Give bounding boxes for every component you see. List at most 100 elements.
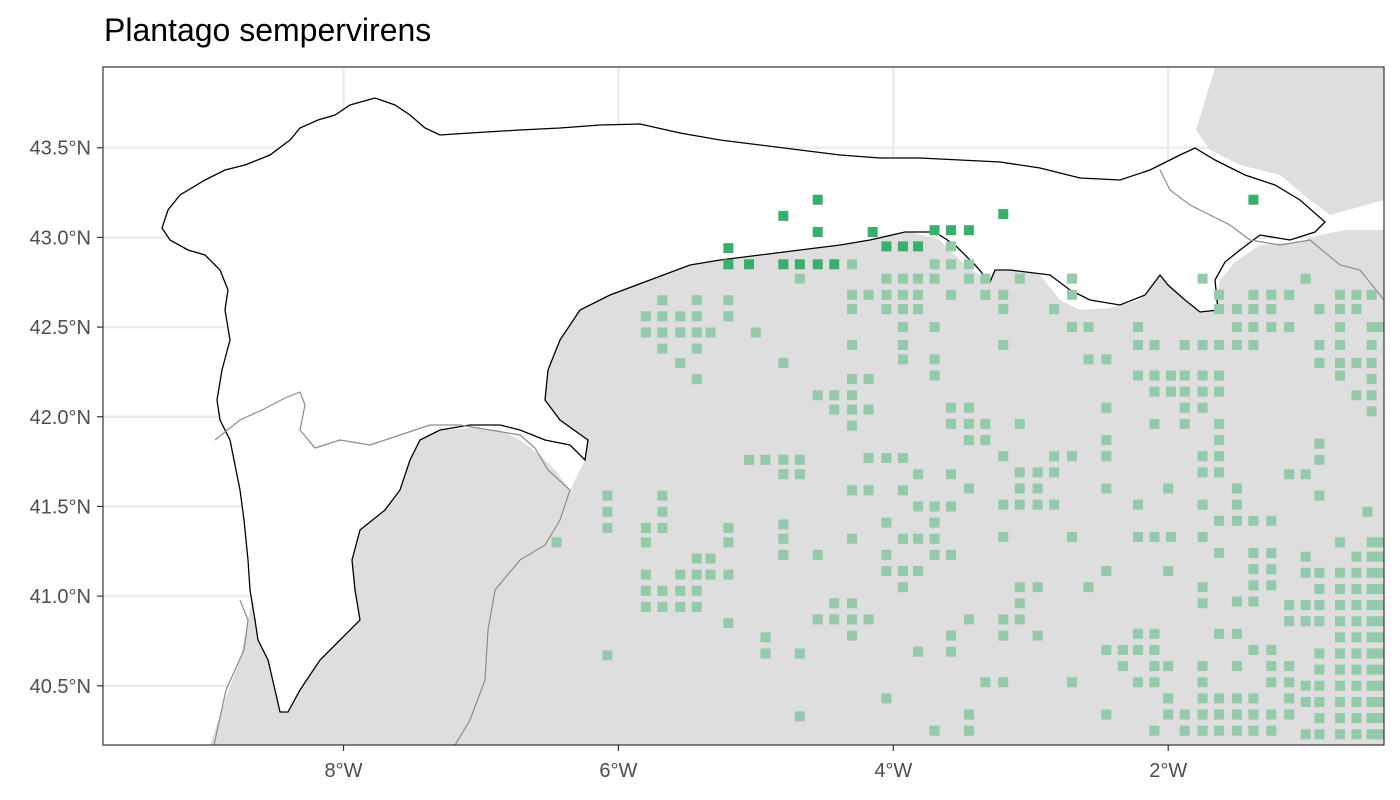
occurrence-point-outside bbox=[1351, 600, 1362, 611]
occurrence-point-outside bbox=[1335, 567, 1346, 578]
occurrence-point-outside bbox=[1179, 725, 1190, 736]
occurrence-point-outside bbox=[1376, 713, 1384, 724]
occurrence-point-outside bbox=[1366, 616, 1377, 627]
occurrence-point-outside bbox=[1362, 506, 1373, 517]
occurrence-point-outside bbox=[1248, 644, 1259, 655]
occurrence-point-in-area bbox=[1248, 194, 1259, 205]
occurrence-point-outside bbox=[847, 404, 858, 415]
occurrence-point-outside bbox=[1248, 304, 1259, 315]
occurrence-point-outside bbox=[640, 311, 651, 322]
occurrence-point-outside bbox=[881, 289, 892, 300]
occurrence-point-outside bbox=[657, 585, 668, 596]
occurrence-point-outside bbox=[1163, 709, 1174, 720]
occurrence-point-outside bbox=[913, 501, 924, 512]
occurrence-point-outside bbox=[1231, 304, 1242, 315]
occurrence-point-outside bbox=[1366, 713, 1377, 724]
occurrence-point-outside bbox=[1049, 304, 1060, 315]
occurrence-point-outside bbox=[1132, 531, 1143, 542]
occurrence-point-outside bbox=[1351, 304, 1362, 315]
occurrence-point-outside bbox=[691, 295, 702, 306]
occurrence-point-outside bbox=[847, 340, 858, 351]
occurrence-point-outside bbox=[1300, 696, 1311, 707]
occurrence-point-outside bbox=[1366, 357, 1377, 368]
occurrence-point-outside bbox=[913, 646, 924, 657]
occurrence-point-outside bbox=[829, 404, 840, 415]
occurrence-point-outside bbox=[1197, 693, 1208, 704]
occurrence-point-outside bbox=[1351, 583, 1362, 594]
occurrence-point-outside bbox=[946, 418, 957, 429]
occurrence-point-outside bbox=[1214, 386, 1225, 397]
occurrence-point-outside bbox=[1335, 648, 1346, 659]
occurrence-point-outside bbox=[1284, 661, 1295, 672]
occurrence-point-outside bbox=[778, 454, 789, 465]
occurrence-point-outside bbox=[1366, 374, 1377, 385]
occurrence-point-outside bbox=[1314, 729, 1325, 740]
occurrence-point-outside bbox=[1231, 340, 1242, 351]
occurrence-point-outside bbox=[778, 549, 789, 560]
occurrence-point-outside bbox=[1266, 661, 1277, 672]
occurrence-point-outside bbox=[1197, 582, 1208, 593]
occurrence-point-outside bbox=[1231, 709, 1242, 720]
occurrence-point-outside bbox=[1300, 567, 1311, 578]
occurrence-point-outside bbox=[1284, 289, 1295, 300]
occurrence-point-outside bbox=[1014, 598, 1025, 609]
occurrence-point-outside bbox=[1014, 467, 1025, 478]
occurrence-point-outside bbox=[863, 453, 874, 464]
occurrence-point-outside bbox=[1314, 616, 1325, 627]
occurrence-point-outside bbox=[1117, 644, 1128, 655]
occurrence-point-outside bbox=[946, 469, 957, 480]
occurrence-point-outside bbox=[847, 614, 858, 625]
occurrence-point-outside bbox=[1351, 357, 1362, 368]
occurrence-point-outside bbox=[1231, 693, 1242, 704]
occurrence-point-outside bbox=[1197, 451, 1208, 462]
occurrence-point-outside bbox=[929, 549, 940, 560]
occurrence-point-outside bbox=[1366, 340, 1377, 351]
occurrence-point-outside bbox=[1366, 537, 1377, 548]
occurrence-point-outside bbox=[980, 435, 991, 446]
occurrence-point-outside bbox=[1179, 340, 1190, 351]
occurrence-point-outside bbox=[1366, 648, 1377, 659]
y-tick-label: 41.0°N bbox=[30, 586, 91, 608]
occurrence-point-outside bbox=[1214, 467, 1225, 478]
occurrence-point-outside bbox=[1284, 693, 1295, 704]
map-title: Plantago sempervirens bbox=[104, 12, 432, 48]
occurrence-point-outside bbox=[1376, 729, 1384, 740]
occurrence-point-outside bbox=[691, 585, 702, 596]
occurrence-point-outside bbox=[1231, 483, 1242, 494]
occurrence-point-outside bbox=[657, 311, 668, 322]
occurrence-point-outside bbox=[963, 435, 974, 446]
occurrence-point-outside bbox=[1132, 340, 1143, 351]
occurrence-point-outside bbox=[881, 273, 892, 284]
occurrence-point-outside bbox=[881, 549, 892, 560]
occurrence-point-outside bbox=[657, 601, 668, 612]
occurrence-point-outside bbox=[897, 453, 908, 464]
occurrence-point-outside bbox=[929, 725, 940, 736]
occurrence-point-outside bbox=[1366, 680, 1377, 691]
occurrence-point-outside bbox=[1366, 406, 1377, 417]
occurrence-point-outside bbox=[1248, 725, 1259, 736]
occurrence-point-outside bbox=[1376, 696, 1384, 707]
occurrence-point-outside bbox=[1366, 696, 1377, 707]
occurrence-point-outside bbox=[929, 259, 940, 270]
occurrence-point-outside bbox=[691, 343, 702, 354]
occurrence-point-outside bbox=[1197, 677, 1208, 688]
occurrence-point-outside bbox=[1314, 713, 1325, 724]
occurrence-point-outside bbox=[1179, 402, 1190, 413]
occurrence-point-outside bbox=[897, 304, 908, 315]
occurrence-point-outside bbox=[1314, 438, 1325, 449]
occurrence-point-outside bbox=[1083, 582, 1094, 593]
occurrence-point-outside bbox=[1335, 289, 1346, 300]
occurrence-point-outside bbox=[1149, 677, 1160, 688]
occurrence-point-outside bbox=[1284, 600, 1295, 611]
occurrence-point-outside bbox=[705, 569, 716, 580]
occurrence-point-outside bbox=[1314, 567, 1325, 578]
occurrence-point-outside bbox=[1083, 354, 1094, 365]
occurrence-point-outside bbox=[1214, 725, 1225, 736]
occurrence-point-outside bbox=[1300, 469, 1311, 480]
occurrence-point-outside bbox=[1351, 632, 1362, 643]
occurrence-point-outside bbox=[1351, 680, 1362, 691]
occurrence-point-outside bbox=[812, 614, 823, 625]
occurrence-point-outside bbox=[778, 357, 789, 368]
occurrence-point-outside bbox=[1197, 725, 1208, 736]
occurrence-point-outside bbox=[1214, 435, 1225, 446]
